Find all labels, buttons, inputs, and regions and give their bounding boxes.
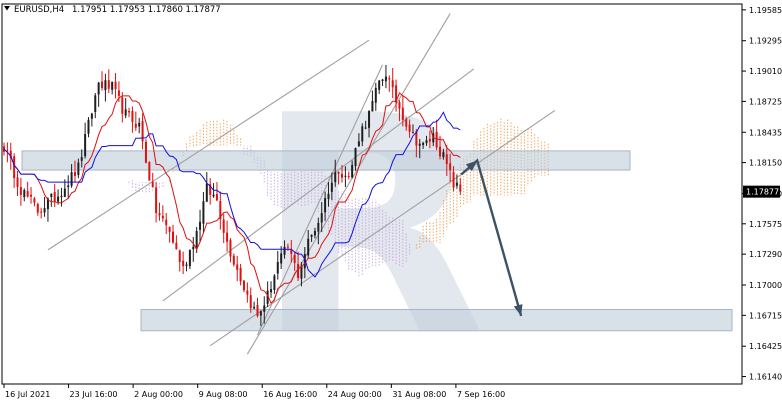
x-tick-label: 24 Aug 00:00 [328,390,382,399]
y-tick-label: 1.16715 [749,311,782,320]
y-tick-label: 1.18435 [749,128,782,137]
x-tick-label: 2 Aug 00:00 [134,390,183,399]
y-tick-label: 1.17290 [749,250,782,259]
ohlc-values: 1.17951 1.17953 1.17860 1.17877 [72,5,221,15]
arrow-head [465,160,478,172]
x-tick-label: 23 Jul 16:00 [70,390,118,399]
trend-line[interactable] [246,13,451,355]
arrow-head [513,304,523,316]
chart-header: EURUSD,H4 1.17951 1.17953 1.17860 1.1787… [4,5,221,15]
x-tick-label: 7 Sep 16:00 [457,390,505,399]
forecast-arrow [460,158,523,317]
y-tick-label: 1.17575 [749,220,782,229]
x-tick-label: 16 Jul 2021 [5,390,50,399]
y-tick-label: 1.16425 [749,342,782,351]
y-tick-label: 1.19295 [749,37,782,46]
logo-watermark: R [254,52,485,401]
current-price-label: 1.17877 [743,185,780,198]
trend-lines [47,13,556,355]
watermark-letter: R [254,52,485,401]
price-zone-rect[interactable] [21,150,631,171]
symbol-timeframe: EURUSD,H4 [14,5,64,15]
trend-line[interactable] [47,39,370,251]
trend-line[interactable] [257,64,384,336]
candlesticks [3,64,462,327]
trend-line[interactable] [162,68,475,302]
current-price-text: 1.17877 [746,188,779,197]
y-tick-label: 1.17000 [749,281,782,290]
x-tick-label: 9 Aug 08:00 [199,390,248,399]
ichimoku-lines [3,92,461,304]
y-tick-label: 1.16140 [749,373,782,382]
x-tick-label: 16 Aug 16:00 [263,390,317,399]
price-zone-rect[interactable] [140,308,733,332]
y-tick-label: 1.18150 [749,159,782,168]
y-tick-label: 1.19585 [749,6,782,15]
triangle-down-icon[interactable] [4,6,10,11]
y-tick-label: 1.19010 [749,67,782,76]
current-price-badge [743,185,780,198]
y-tick-label: 1.18725 [749,97,782,106]
axes [1,3,743,385]
x-axis-ticks: 16 Jul 2021 23 Jul 16:00 2 Aug 00:00 9 Aug … [3,384,505,399]
x-tick-label: 31 Aug 08:00 [392,390,446,399]
